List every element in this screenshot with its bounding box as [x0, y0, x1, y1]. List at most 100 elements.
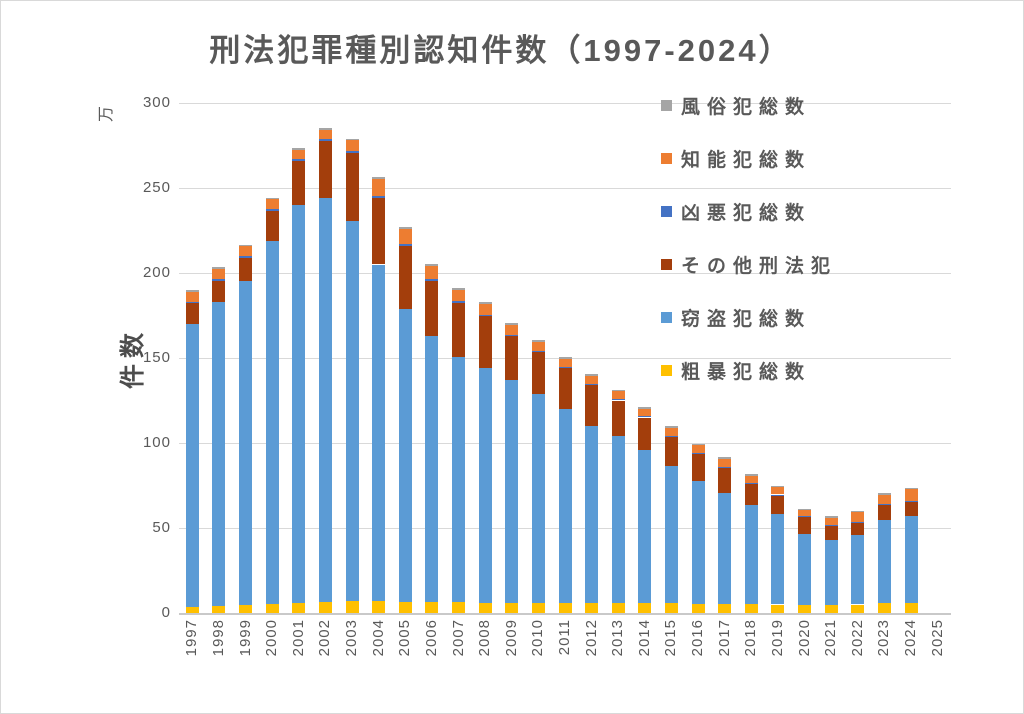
bar-2001-violent-offenses[interactable]: [292, 602, 306, 613]
bar-2015-intellectual-offenses[interactable]: [664, 427, 678, 437]
bar-1999-violent-offenses[interactable]: [239, 605, 253, 613]
bar-2018-other-penal-code[interactable]: [744, 484, 758, 506]
bar-2023-intellectual-offenses[interactable]: [877, 495, 891, 505]
bar-2006-theft-offenses[interactable]: [425, 336, 439, 603]
bar-2018-theft-offenses[interactable]: [744, 505, 758, 605]
bar-2020-other-penal-code[interactable]: [798, 516, 812, 534]
bar-2016-other-penal-code[interactable]: [691, 454, 705, 481]
bar-2011-heinous-offenses[interactable]: [558, 367, 572, 369]
bar-2016-violent-offenses[interactable]: [691, 603, 705, 613]
bar-2002-violent-offenses[interactable]: [318, 601, 332, 613]
bar-2019-heinous-offenses[interactable]: [771, 494, 785, 496]
bar-2012-intellectual-offenses[interactable]: [585, 376, 599, 384]
bar-1998-moral-offenses[interactable]: [212, 267, 226, 269]
bar-2022-violent-offenses[interactable]: [851, 604, 865, 613]
bar-2006-intellectual-offenses[interactable]: [425, 266, 439, 280]
legend-item-intellectual-offenses[interactable]: 知能犯総数: [661, 132, 837, 185]
bar-2023-other-penal-code[interactable]: [877, 505, 891, 520]
bar-2001-moral-offenses[interactable]: [292, 147, 306, 150]
bar-2017-other-penal-code[interactable]: [718, 467, 732, 493]
bar-2009-violent-offenses[interactable]: [505, 603, 519, 613]
bar-1997-moral-offenses[interactable]: [185, 290, 199, 292]
bar-2024-other-penal-code[interactable]: [904, 502, 918, 517]
bar-2019-theft-offenses[interactable]: [771, 513, 785, 605]
bar-2003-theft-offenses[interactable]: [345, 220, 359, 602]
bar-2013-intellectual-offenses[interactable]: [611, 391, 625, 400]
bar-2009-moral-offenses[interactable]: [505, 323, 519, 326]
bar-2020-violent-offenses[interactable]: [798, 604, 812, 613]
bar-2014-heinous-offenses[interactable]: [638, 416, 652, 418]
bar-2011-violent-offenses[interactable]: [558, 603, 572, 613]
bar-1998-violent-offenses[interactable]: [212, 606, 226, 613]
bar-1997-heinous-offenses[interactable]: [185, 301, 199, 304]
bar-2019-other-penal-code[interactable]: [771, 495, 785, 514]
bar-2015-theft-offenses[interactable]: [664, 466, 678, 604]
bar-2005-intellectual-offenses[interactable]: [398, 228, 412, 245]
bar-2000-heinous-offenses[interactable]: [265, 208, 279, 211]
bar-2008-moral-offenses[interactable]: [478, 302, 492, 305]
bar-2019-violent-offenses[interactable]: [771, 604, 785, 613]
bar-2004-theft-offenses[interactable]: [372, 264, 386, 602]
bar-2021-intellectual-offenses[interactable]: [824, 517, 838, 526]
bar-2004-heinous-offenses[interactable]: [372, 195, 386, 198]
bar-2012-other-penal-code[interactable]: [585, 385, 599, 426]
bar-2003-heinous-offenses[interactable]: [345, 150, 359, 153]
bar-2005-heinous-offenses[interactable]: [398, 244, 412, 246]
bar-2024-violent-offenses[interactable]: [904, 603, 918, 613]
bar-2019-moral-offenses[interactable]: [771, 485, 785, 488]
bar-2013-other-penal-code[interactable]: [611, 400, 625, 437]
bar-2005-violent-offenses[interactable]: [398, 601, 412, 613]
bar-2004-intellectual-offenses[interactable]: [372, 178, 386, 196]
bar-1998-theft-offenses[interactable]: [212, 302, 226, 607]
bar-1997-other-penal-code[interactable]: [185, 303, 199, 324]
bar-1999-theft-offenses[interactable]: [239, 280, 253, 606]
bar-2018-intellectual-offenses[interactable]: [744, 475, 758, 484]
bar-2013-theft-offenses[interactable]: [611, 436, 625, 603]
bar-2017-moral-offenses[interactable]: [718, 457, 732, 460]
bar-2014-other-penal-code[interactable]: [638, 417, 652, 451]
legend-item-theft-offenses[interactable]: 窃盗犯総数: [661, 291, 837, 344]
bar-1999-heinous-offenses[interactable]: [239, 255, 253, 258]
bar-2008-intellectual-offenses[interactable]: [478, 304, 492, 315]
bar-2022-other-penal-code[interactable]: [851, 522, 865, 536]
bar-2017-violent-offenses[interactable]: [718, 603, 732, 613]
bar-2009-intellectual-offenses[interactable]: [505, 325, 519, 335]
bar-2016-intellectual-offenses[interactable]: [691, 445, 705, 454]
bar-1999-intellectual-offenses[interactable]: [239, 246, 253, 256]
bar-2003-other-penal-code[interactable]: [345, 152, 359, 221]
bar-2017-intellectual-offenses[interactable]: [718, 459, 732, 467]
bar-2024-theft-offenses[interactable]: [904, 516, 918, 604]
bar-2006-other-penal-code[interactable]: [425, 280, 439, 337]
bar-2013-heinous-offenses[interactable]: [611, 399, 625, 401]
bar-2018-moral-offenses[interactable]: [744, 474, 758, 476]
bar-2005-moral-offenses[interactable]: [398, 227, 412, 229]
legend-item-other-penal-code[interactable]: その他刑法犯: [661, 238, 837, 291]
bar-2000-theft-offenses[interactable]: [265, 241, 279, 604]
bar-2012-theft-offenses[interactable]: [585, 426, 599, 603]
bar-2008-other-penal-code[interactable]: [478, 316, 492, 369]
bar-2008-violent-offenses[interactable]: [478, 602, 492, 613]
bar-2005-theft-offenses[interactable]: [398, 308, 412, 602]
bar-2014-moral-offenses[interactable]: [638, 406, 652, 409]
bar-2014-violent-offenses[interactable]: [638, 602, 652, 613]
bar-2004-other-penal-code[interactable]: [372, 197, 386, 265]
bar-2021-heinous-offenses[interactable]: [824, 525, 838, 527]
legend-item-violent-offenses[interactable]: 粗暴犯総数: [661, 344, 837, 397]
bar-2007-violent-offenses[interactable]: [452, 602, 466, 613]
bar-2024-heinous-offenses[interactable]: [904, 501, 918, 503]
bar-2022-moral-offenses[interactable]: [851, 510, 865, 513]
bar-1997-intellectual-offenses[interactable]: [185, 291, 199, 302]
bar-2000-moral-offenses[interactable]: [265, 197, 279, 200]
bar-2016-theft-offenses[interactable]: [691, 480, 705, 604]
bar-2000-violent-offenses[interactable]: [265, 603, 279, 613]
bar-2000-intellectual-offenses[interactable]: [265, 199, 279, 209]
bar-2001-theft-offenses[interactable]: [292, 205, 306, 603]
bar-2000-other-penal-code[interactable]: [265, 210, 279, 242]
bar-2017-heinous-offenses[interactable]: [718, 466, 732, 468]
bar-2024-moral-offenses[interactable]: [904, 487, 918, 490]
bar-2002-theft-offenses[interactable]: [318, 197, 332, 602]
bar-2018-heinous-offenses[interactable]: [744, 483, 758, 485]
bar-2012-moral-offenses[interactable]: [585, 374, 599, 377]
bar-2021-moral-offenses[interactable]: [824, 516, 838, 518]
bar-1998-intellectual-offenses[interactable]: [212, 268, 226, 280]
